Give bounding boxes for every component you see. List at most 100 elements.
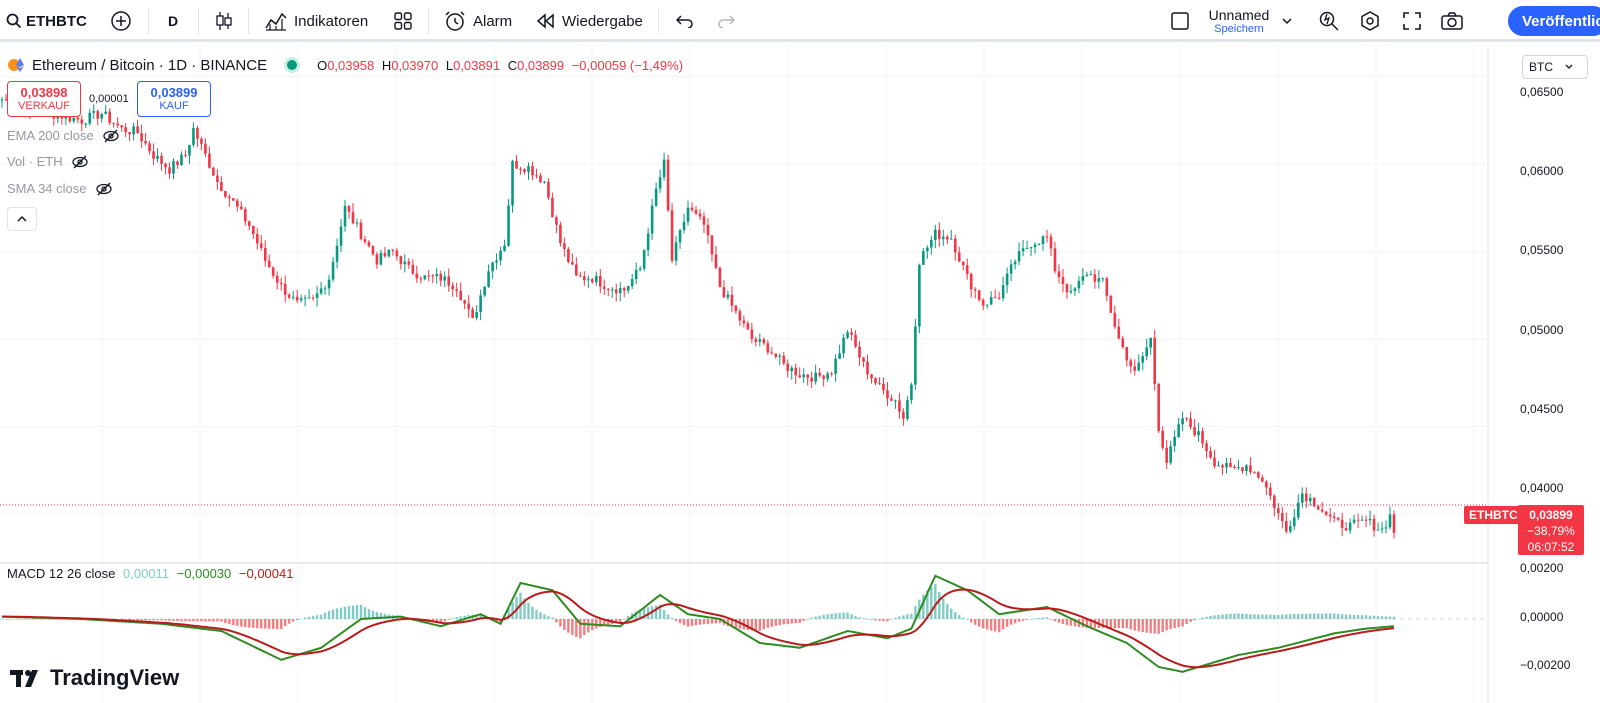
symbol-search[interactable]: ETHBTC xyxy=(6,0,87,42)
candle xyxy=(128,132,131,142)
macd-hist-bar xyxy=(331,609,335,619)
fullscreen-button[interactable] xyxy=(1402,0,1422,42)
candle xyxy=(834,354,837,382)
macd-hist-bar xyxy=(1061,619,1065,624)
replay-button[interactable]: Wiedergabe xyxy=(536,0,643,42)
macd-hist-bar xyxy=(1053,619,1057,622)
price-tick: 0,06500 xyxy=(1520,85,1564,99)
candle xyxy=(606,287,610,297)
macd-hist-bar xyxy=(379,612,383,619)
settings-button[interactable] xyxy=(1359,0,1381,42)
candle xyxy=(1269,482,1272,501)
candle xyxy=(403,254,407,273)
tradingview-logo[interactable]: TradingView xyxy=(10,665,179,691)
low-label: L xyxy=(445,57,454,73)
layout-name: Unnamed xyxy=(1208,7,1270,23)
candle xyxy=(311,294,315,301)
layout-dropdown[interactable] xyxy=(1282,0,1292,42)
candle xyxy=(918,263,921,334)
indicator-sma[interactable]: SMA 34 close xyxy=(7,181,113,196)
macd-hist-bar xyxy=(52,619,56,620)
macd-hist-bar xyxy=(1049,619,1053,620)
macd-hist-bar xyxy=(1261,614,1264,619)
indicator-ema[interactable]: EMA 200 close xyxy=(7,128,120,143)
macd-hist-bar xyxy=(766,619,769,628)
eye-crossed-icon[interactable] xyxy=(71,155,89,169)
candle xyxy=(491,261,494,279)
layout-name-button[interactable]: Unnamed Speichern xyxy=(1206,0,1272,42)
change-value: −0,00059 (−1,49%) xyxy=(571,57,684,73)
macd-hist-bar xyxy=(1005,619,1009,627)
candle xyxy=(379,249,383,266)
candle xyxy=(742,315,746,328)
candle xyxy=(838,344,841,359)
macd-hist-bar xyxy=(559,619,562,627)
macd-hist-bar xyxy=(1189,619,1192,622)
candle xyxy=(307,289,311,299)
macd-hist-bar xyxy=(993,619,997,632)
macd-hist-bar xyxy=(926,590,929,619)
macd-hist-bar xyxy=(1265,614,1268,619)
layout-checkbox[interactable] xyxy=(1170,0,1190,42)
macd-hist-bar xyxy=(603,619,606,626)
chart-title[interactable]: Ethereum / Bitcoin · 1D · BINANCE xyxy=(32,56,268,74)
candle xyxy=(714,245,718,270)
snapshot-button[interactable] xyxy=(1440,0,1464,42)
macd-hist-bar xyxy=(623,619,626,620)
chart-type-button[interactable] xyxy=(214,0,234,42)
macd-hist-bar xyxy=(814,616,817,619)
macd-hist-bar xyxy=(339,607,343,619)
quick-search-button[interactable] xyxy=(1318,0,1340,42)
candle xyxy=(1021,239,1025,257)
candle xyxy=(387,249,391,258)
collapse-legend-button[interactable] xyxy=(7,207,37,231)
macd-hist-bar xyxy=(1129,619,1132,630)
macd-hist-bar xyxy=(607,619,610,625)
buy-button[interactable]: 0,03899 KAUF xyxy=(137,81,211,117)
indicator-volume[interactable]: Vol · ETH xyxy=(7,154,89,169)
indicators-button[interactable]: Indikatoren xyxy=(264,0,368,42)
eye-crossed-icon[interactable] xyxy=(95,182,113,196)
macd-hist-bar xyxy=(563,619,566,630)
candle xyxy=(726,290,730,301)
macd-hist-bar xyxy=(208,619,211,622)
interval-button[interactable]: D xyxy=(168,13,179,29)
candle xyxy=(977,289,981,302)
candle xyxy=(495,253,498,270)
undo-button[interactable] xyxy=(676,0,694,42)
candle xyxy=(571,253,574,266)
chart-canvas[interactable] xyxy=(0,45,1600,703)
candle xyxy=(295,289,299,304)
macd-hist-bar xyxy=(786,619,789,624)
macd-hist-bar xyxy=(1217,614,1220,619)
alarm-button[interactable]: Alarm xyxy=(443,0,512,42)
currency-select[interactable]: BTC xyxy=(1522,55,1588,79)
candle xyxy=(957,246,961,263)
candle xyxy=(854,330,857,349)
sell-button[interactable]: 0,03898 VERKAUF xyxy=(7,81,81,117)
candle xyxy=(1181,411,1184,432)
candle xyxy=(563,237,566,257)
candle xyxy=(1392,510,1396,539)
candle xyxy=(1320,501,1324,513)
publish-button[interactable]: Veröffentlichen xyxy=(1508,6,1600,36)
candle xyxy=(662,152,666,181)
macd-hist-bar xyxy=(44,619,48,620)
candle xyxy=(1097,270,1101,289)
eye-crossed-icon[interactable] xyxy=(102,129,120,143)
macd-hist-bar xyxy=(363,607,367,619)
compare-button[interactable] xyxy=(110,0,132,42)
macd-hist-bar xyxy=(1209,615,1212,619)
candle xyxy=(439,270,443,287)
templates-button[interactable] xyxy=(393,0,413,42)
candle xyxy=(1384,520,1388,534)
macd-label[interactable]: MACD 12 26 close xyxy=(7,566,116,581)
redo-button[interactable] xyxy=(717,0,735,42)
candle xyxy=(503,239,506,252)
macd-hist-bar xyxy=(252,619,255,628)
macd-hist-bar xyxy=(938,591,941,619)
undo-icon xyxy=(676,15,693,28)
candle xyxy=(367,239,371,248)
macd-hist-bar xyxy=(244,619,247,628)
candle xyxy=(886,381,889,407)
